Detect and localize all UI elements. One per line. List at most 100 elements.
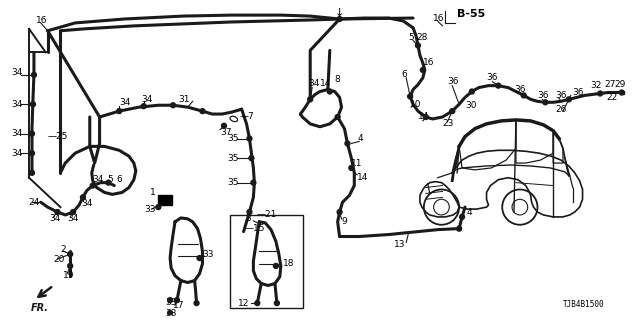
Text: 33: 33 [202, 250, 214, 259]
Text: 14: 14 [320, 79, 332, 88]
Text: 26: 26 [555, 105, 566, 114]
Text: 35: 35 [227, 178, 239, 187]
Circle shape [200, 109, 205, 114]
Bar [158, 196, 172, 205]
Circle shape [349, 165, 354, 170]
Circle shape [460, 214, 465, 220]
Text: 34: 34 [12, 149, 23, 158]
Circle shape [415, 43, 420, 48]
Text: B-55: B-55 [457, 9, 485, 19]
Text: 31: 31 [178, 95, 189, 104]
Text: 35: 35 [227, 134, 239, 143]
Circle shape [68, 263, 72, 268]
Text: 35: 35 [227, 154, 239, 163]
Text: 4: 4 [467, 207, 472, 217]
Circle shape [221, 123, 227, 128]
Text: 36: 36 [447, 77, 459, 86]
Circle shape [175, 298, 179, 303]
Text: 29: 29 [614, 80, 625, 89]
Circle shape [543, 100, 548, 105]
Text: —21: —21 [257, 211, 276, 220]
Circle shape [31, 102, 35, 107]
Circle shape [566, 97, 572, 102]
Text: 34: 34 [119, 98, 131, 107]
Circle shape [31, 72, 36, 77]
Text: 10: 10 [410, 100, 422, 109]
Text: 30: 30 [465, 101, 477, 110]
Text: 16: 16 [423, 58, 435, 67]
Text: 23: 23 [442, 119, 454, 128]
Text: 22: 22 [606, 93, 618, 102]
Circle shape [249, 156, 254, 161]
Circle shape [522, 93, 526, 98]
Circle shape [255, 301, 260, 306]
Circle shape [337, 17, 342, 21]
Circle shape [450, 109, 454, 114]
Circle shape [70, 210, 76, 214]
Circle shape [335, 115, 340, 119]
Circle shape [469, 89, 474, 94]
Text: 34: 34 [308, 79, 319, 88]
Text: 8: 8 [335, 75, 340, 84]
Circle shape [337, 210, 342, 214]
Text: 27: 27 [604, 80, 616, 89]
Circle shape [251, 180, 256, 185]
Circle shape [106, 180, 111, 185]
Text: 14: 14 [418, 113, 429, 122]
Text: 33: 33 [165, 309, 177, 318]
Bar [230, 215, 303, 308]
Circle shape [90, 183, 95, 188]
Text: 16: 16 [36, 17, 47, 26]
Circle shape [68, 252, 72, 257]
Text: 24: 24 [28, 198, 39, 207]
Text: 34: 34 [12, 68, 23, 77]
Circle shape [81, 195, 85, 200]
Circle shape [247, 136, 252, 141]
Text: 9: 9 [342, 217, 348, 226]
Text: ↓: ↓ [335, 8, 344, 18]
Text: FR.: FR. [31, 303, 49, 313]
Text: 6: 6 [401, 70, 407, 79]
Text: 36: 36 [538, 91, 549, 100]
Circle shape [168, 298, 173, 303]
Text: TJB4B1500: TJB4B1500 [563, 300, 604, 309]
Text: 1: 1 [150, 188, 156, 197]
Circle shape [598, 91, 603, 96]
Text: 20: 20 [54, 254, 65, 264]
Text: 33: 33 [165, 298, 177, 307]
Text: 28: 28 [416, 33, 428, 42]
Text: 34: 34 [93, 175, 104, 184]
Text: 6: 6 [116, 175, 122, 184]
Circle shape [420, 68, 426, 72]
Text: 11: 11 [351, 158, 363, 168]
Text: 36: 36 [555, 91, 566, 100]
Circle shape [194, 301, 199, 306]
Circle shape [345, 141, 350, 146]
Text: 19: 19 [63, 271, 75, 280]
Text: 16: 16 [433, 13, 444, 22]
Circle shape [620, 90, 624, 95]
Text: 14: 14 [357, 173, 369, 182]
Circle shape [168, 310, 173, 316]
Circle shape [273, 263, 278, 268]
Circle shape [197, 256, 202, 260]
Text: 17: 17 [173, 300, 184, 309]
Text: 34: 34 [12, 100, 23, 109]
Text: 34: 34 [50, 214, 61, 223]
Circle shape [116, 109, 122, 114]
Text: 37: 37 [220, 128, 232, 137]
Circle shape [156, 205, 161, 210]
Circle shape [141, 104, 146, 109]
Text: 5: 5 [108, 175, 113, 184]
Circle shape [423, 115, 428, 119]
Text: 36: 36 [573, 88, 584, 97]
Circle shape [457, 226, 461, 231]
Circle shape [275, 301, 279, 306]
Bar [620, 91, 624, 94]
Text: 34: 34 [81, 199, 92, 208]
Circle shape [496, 83, 500, 88]
Text: 36: 36 [514, 85, 525, 94]
Text: 3: 3 [246, 214, 252, 223]
Text: 36: 36 [486, 73, 498, 82]
Text: —25: —25 [47, 132, 68, 141]
